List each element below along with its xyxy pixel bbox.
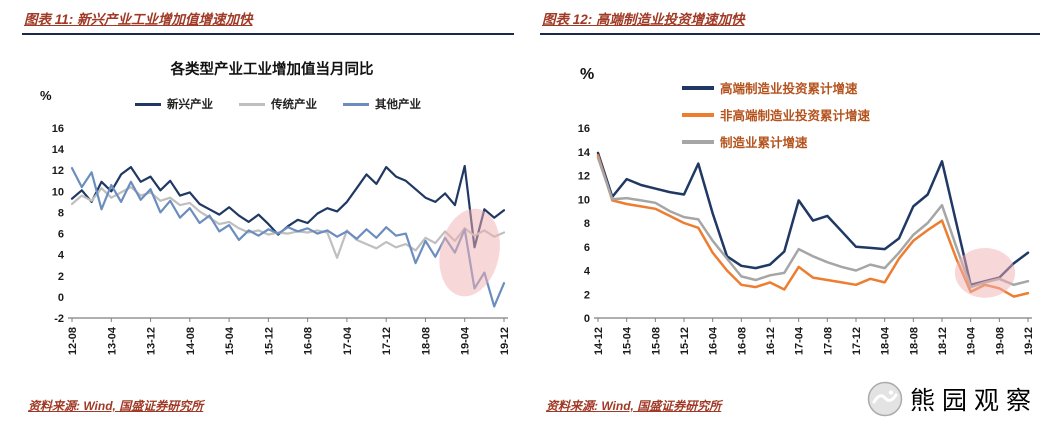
highlight-ellipse (954, 247, 1016, 298)
x-axis-tick-label: 16-12 (765, 327, 777, 355)
y-axis-tick-label: 16 (578, 123, 590, 135)
legend-label: 传统产业 (271, 99, 317, 111)
x-axis-tick-label: 18-08 (908, 327, 920, 355)
y-axis-tick-label: 6 (58, 229, 64, 241)
x-axis-tick-label: 17-04 (794, 326, 806, 355)
figure-11-panel: 图表 11: 新兴产业工业增加值增速加快 -2 0 2 4 6 8 10 12 14 16 12-0… (22, 8, 514, 438)
y-axis-tick-label: 0 (58, 292, 64, 304)
series-line-2 (70, 167, 506, 308)
legend-item-high-end: 高端制造业投资累计增速 (682, 78, 870, 97)
x-axis-tick-label: 18-08 (420, 327, 432, 355)
legend-item-manufacturing-total: 制造业累计增速 (682, 132, 870, 151)
industrial-output-growth-chart: -2 0 2 4 6 8 10 12 14 16 12-08 13-04 13-12 14-08 15-04… (52, 123, 511, 355)
legend-swatch (682, 139, 714, 144)
legend: 高端制造业投资累计增速 非高端制造业投资累计增速 制造业累计增速 (682, 78, 870, 151)
x-axis-tick-label: 16-08 (736, 327, 748, 355)
x-axis-tick-label: 19-12 (1023, 327, 1035, 355)
y-axis-tick-label: 2 (584, 289, 590, 301)
legend-swatch (682, 85, 714, 90)
x-axis-tick-label: 15-04 (224, 326, 236, 355)
legend-item-other: 其他产业 (343, 96, 421, 112)
legend-label: 新兴产业 (167, 99, 213, 111)
x-axis-tick-label: 16-08 (303, 327, 315, 355)
x-axis-tick-label: 15-04 (622, 326, 634, 355)
legend: 新兴产业 传统产业 其他产业 (62, 96, 494, 112)
y-axis-tick-label: 10 (52, 186, 64, 198)
x-axis-tick-label: 19-04 (460, 326, 472, 355)
legend-item-non-high-end: 非高端制造业投资累计增速 (682, 105, 870, 124)
series-line-1 (70, 186, 506, 259)
y-axis-tick-label: 4 (584, 266, 591, 278)
legend-label: 其他产业 (375, 99, 421, 111)
series-line-2 (596, 156, 1030, 289)
header-rule (540, 33, 1040, 35)
legend-label: 非高端制造业投资累计增速 (720, 109, 871, 123)
series-line-1 (596, 154, 1030, 298)
source-note: 资料来源: Wind, 国盛证券研究所 (28, 399, 204, 413)
figure-11-header: 图表 11: 新兴产业工业增加值增速加快 (24, 12, 253, 27)
y-axis-tick-label: 14 (578, 147, 591, 159)
x-axis-tick-label: 19-12 (499, 327, 511, 355)
x-axis-tick-label: 15-08 (650, 327, 662, 355)
x-axis-tick-label: 17-12 (381, 327, 393, 355)
legend-item-traditional: 传统产业 (239, 96, 317, 112)
y-axis-tick-label: 14 (52, 144, 65, 156)
y-axis-unit-label: % (40, 88, 52, 103)
y-axis-tick-label: 6 (584, 242, 590, 254)
series-line-0 (596, 151, 1030, 287)
x-axis-tick-label: 18-04 (880, 326, 892, 355)
y-axis-tick-label: 10 (578, 194, 590, 206)
x-axis-tick-label: 19-04 (966, 326, 978, 355)
manufacturing-investment-growth-chart: 0 2 4 6 8 10 12 14 16 14-12 15-04 15-08 15-12 16-04 16… (578, 123, 1035, 355)
figure-12-header: 图表 12: 高端制造业投资增速加快 (542, 12, 745, 27)
x-axis-tick-label: 13-12 (146, 327, 158, 355)
x-axis-tick-label: 18-12 (937, 327, 949, 355)
watermark-text: 熊园观察 (910, 387, 1039, 415)
y-axis-tick-label: 2 (58, 271, 64, 283)
y-axis-tick-label: 8 (584, 218, 590, 230)
legend-swatch (239, 102, 265, 106)
y-axis-tick-label: 12 (578, 171, 590, 183)
legend-item-emerging: 新兴产业 (135, 96, 213, 112)
legend-label: 制造业累计增速 (720, 136, 808, 150)
x-axis-tick-label: 16-04 (708, 326, 720, 355)
x-axis-tick-label: 17-08 (822, 327, 834, 355)
x-axis-tick-label: 13-04 (106, 326, 118, 355)
chart-title: 各类型产业工业增加值当月同比 (170, 62, 374, 78)
y-axis-tick-label: -2 (54, 313, 64, 325)
y-axis-unit-label: % (580, 66, 595, 83)
y-axis-tick-label: 12 (52, 165, 64, 177)
highlight-ellipse (439, 208, 500, 297)
x-axis-tick-label: 15-12 (679, 327, 691, 355)
legend-swatch (343, 102, 369, 106)
y-axis-tick-label: 8 (58, 207, 64, 219)
header-rule (22, 33, 514, 35)
x-axis-tick-label: 12-08 (67, 327, 79, 355)
x-axis-tick-label: 17-12 (851, 327, 863, 355)
x-axis-tick-label: 15-12 (263, 327, 275, 355)
x-axis-tick-label: 19-08 (994, 327, 1006, 355)
legend-swatch (682, 112, 714, 117)
x-axis-tick-label: 17-04 (342, 326, 354, 355)
x-axis-tick-label: 14-12 (593, 327, 605, 355)
figure-12-panel: 图表 12: 高端制造业投资增速加快 0 2 4 6 8 10 12 14 16 14-12 15-… (540, 8, 1040, 438)
x-axis-tick-label: 14-08 (185, 327, 197, 355)
y-axis-tick-label: 0 (584, 313, 590, 325)
watermark: 熊园观察 (866, 380, 1038, 418)
legend-swatch (135, 102, 161, 106)
legend-label: 高端制造业投资累计增速 (720, 82, 858, 96)
source-note: 资料来源: Wind, 国盛证券研究所 (546, 399, 722, 413)
y-axis-tick-label: 16 (52, 123, 64, 135)
series-line-0 (70, 164, 506, 249)
y-axis-tick-label: 4 (58, 250, 65, 262)
xiongyuan-logo-icon (867, 381, 903, 417)
